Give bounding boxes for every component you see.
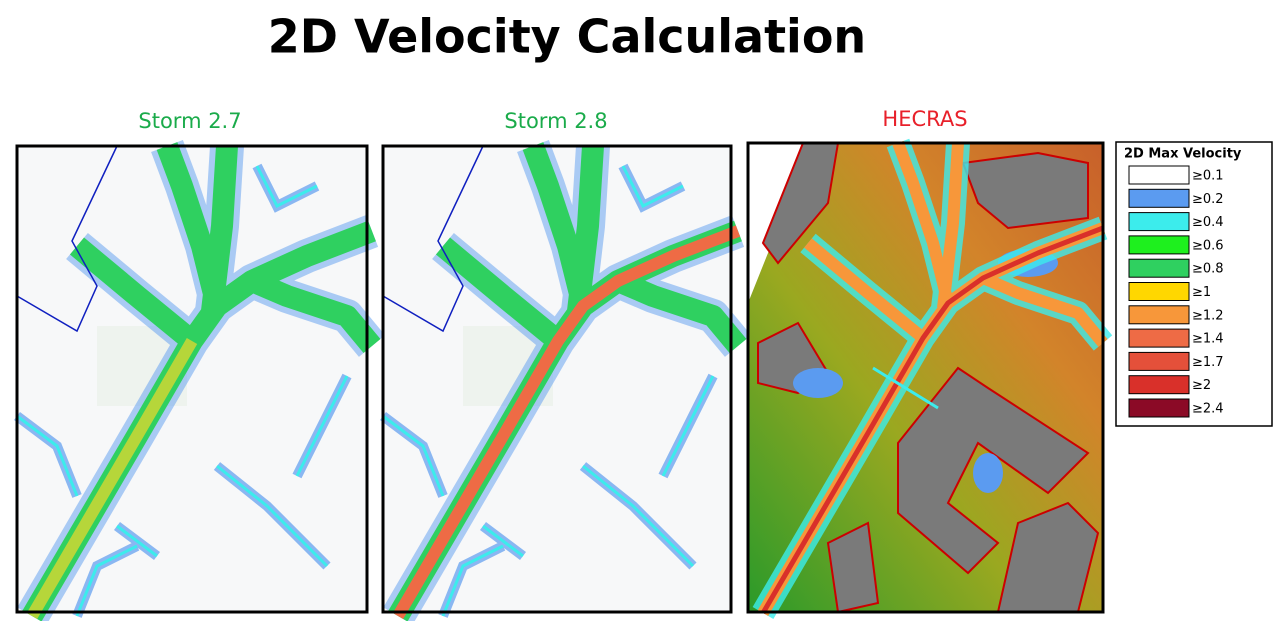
legend-swatch [1128,398,1190,418]
legend-label: ≥2.4 [1192,402,1224,417]
legend-label: ≥0.4 [1192,215,1224,230]
legend-swatch [1128,375,1190,395]
legend-label: ≥1.7 [1192,355,1224,370]
legend-label: ≥0.6 [1192,238,1224,253]
map-panel [383,146,738,616]
legend-swatch [1128,235,1190,255]
legend-label: ≥0.2 [1192,192,1224,207]
legend-label: ≥0.1 [1192,169,1224,184]
panel-label: Storm 2.7 [138,109,241,133]
legend-swatch [1128,328,1190,348]
legend-swatch [1128,188,1190,208]
map-panel [17,146,372,616]
legend-title: 2D Max Velocity [1124,147,1242,162]
legend-swatch [1128,212,1190,232]
legend-swatch [1128,258,1190,278]
panel-label: Storm 2.8 [504,109,607,133]
map-panel [746,143,1103,613]
panel-label: HECRAS [882,107,967,131]
legend-label: ≥1 [1192,285,1211,300]
legend-swatch [1128,282,1190,301]
legend-label: ≥0.8 [1192,262,1224,277]
legend-label: ≥2 [1192,378,1211,393]
legend-label: ≥1.2 [1192,308,1224,323]
legend-swatch [1128,305,1190,325]
slide-title: 2D Velocity Calculation [268,10,866,64]
legend-label: ≥1.4 [1192,332,1224,347]
legend: 2D Max Velocity ≥0.1 ≥0.2 ≥0.4 ≥0.6 ≥0.8 ≥1 ≥1… [1115,141,1273,427]
legend-swatch [1128,165,1190,185]
legend-swatch [1128,351,1190,371]
